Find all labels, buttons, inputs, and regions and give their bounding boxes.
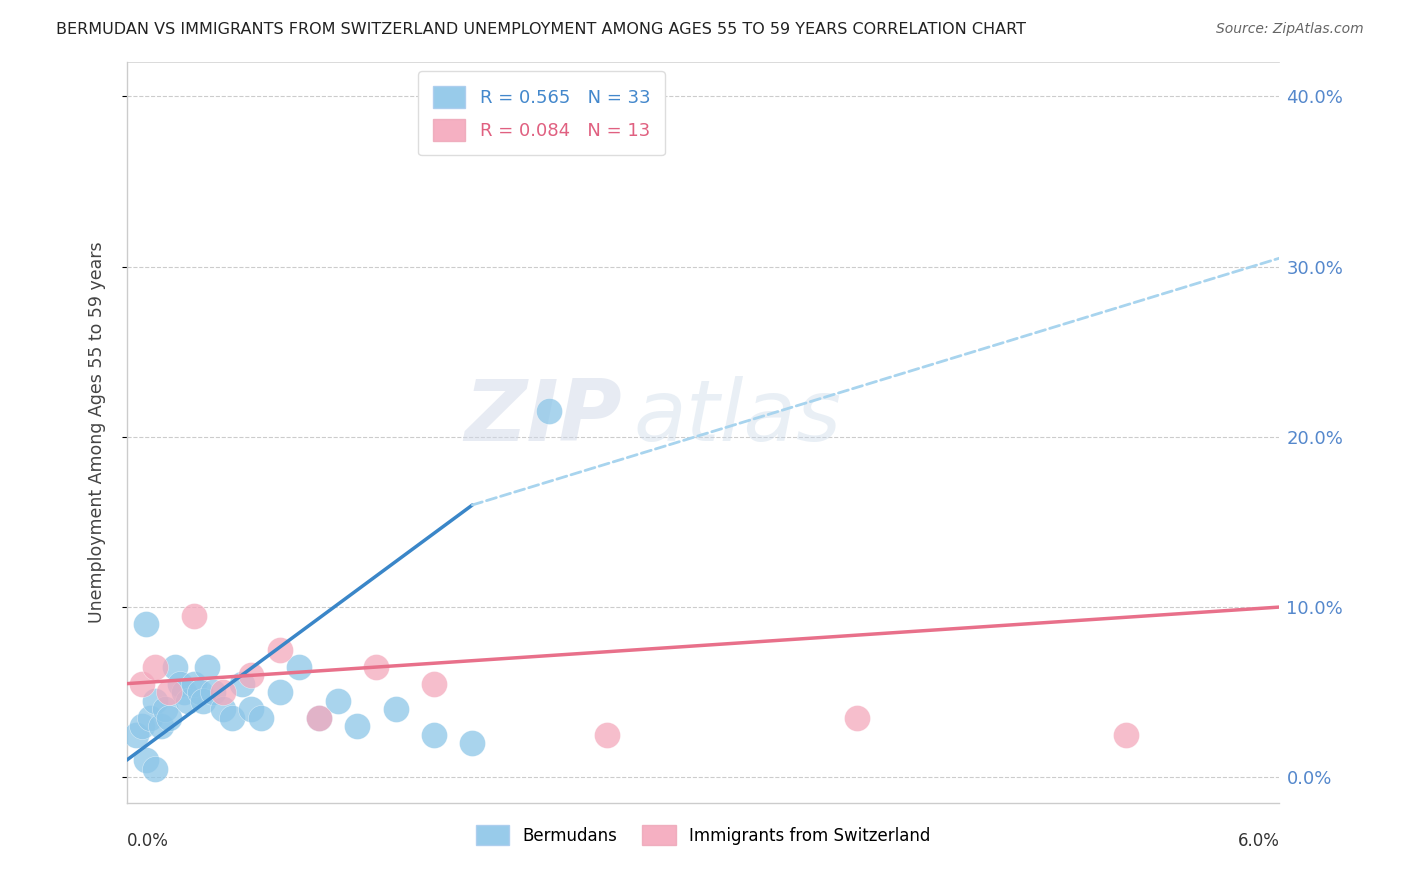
Point xyxy=(188,685,211,699)
Point xyxy=(173,685,195,699)
Point xyxy=(183,676,205,690)
Point xyxy=(326,694,349,708)
Point xyxy=(163,659,186,673)
Point xyxy=(211,702,233,716)
Point xyxy=(250,711,273,725)
Point xyxy=(269,685,291,699)
Point xyxy=(145,694,166,708)
Point xyxy=(240,702,263,716)
Point xyxy=(240,668,263,682)
Point xyxy=(125,728,148,742)
Point xyxy=(138,711,160,725)
Point xyxy=(135,753,157,767)
Text: BERMUDAN VS IMMIGRANTS FROM SWITZERLAND UNEMPLOYMENT AMONG AGES 55 TO 59 YEARS C: BERMUDAN VS IMMIGRANTS FROM SWITZERLAND … xyxy=(56,22,1026,37)
Point xyxy=(150,719,173,733)
Point xyxy=(461,736,484,750)
Legend: Bermudans, Immigrants from Switzerland: Bermudans, Immigrants from Switzerland xyxy=(467,817,939,854)
Point xyxy=(596,728,619,742)
Point xyxy=(845,711,868,725)
Point xyxy=(145,762,166,776)
Point xyxy=(169,676,191,690)
Point xyxy=(145,659,166,673)
Point xyxy=(1115,728,1137,742)
Point xyxy=(202,685,225,699)
Point xyxy=(131,676,153,690)
Point xyxy=(157,711,180,725)
Point xyxy=(193,694,215,708)
Point xyxy=(211,685,233,699)
Point xyxy=(346,719,368,733)
Y-axis label: Unemployment Among Ages 55 to 59 years: Unemployment Among Ages 55 to 59 years xyxy=(87,242,105,624)
Point xyxy=(221,711,243,725)
Point xyxy=(157,685,180,699)
Point xyxy=(183,608,205,623)
Point xyxy=(308,711,330,725)
Point xyxy=(269,642,291,657)
Point xyxy=(423,728,446,742)
Point xyxy=(366,659,388,673)
Point xyxy=(308,711,330,725)
Text: atlas: atlas xyxy=(634,376,842,459)
Point xyxy=(538,404,561,418)
Point xyxy=(423,676,446,690)
Point xyxy=(131,719,153,733)
Text: 6.0%: 6.0% xyxy=(1237,832,1279,850)
Point xyxy=(135,617,157,632)
Point xyxy=(153,702,176,716)
Text: 0.0%: 0.0% xyxy=(127,832,169,850)
Point xyxy=(288,659,311,673)
Text: ZIP: ZIP xyxy=(464,376,623,459)
Point xyxy=(177,694,200,708)
Point xyxy=(384,702,406,716)
Point xyxy=(195,659,218,673)
Text: Source: ZipAtlas.com: Source: ZipAtlas.com xyxy=(1216,22,1364,37)
Point xyxy=(231,676,253,690)
